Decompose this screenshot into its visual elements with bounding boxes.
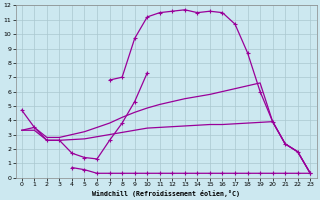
X-axis label: Windchill (Refroidissement éolien,°C): Windchill (Refroidissement éolien,°C) — [92, 190, 240, 197]
